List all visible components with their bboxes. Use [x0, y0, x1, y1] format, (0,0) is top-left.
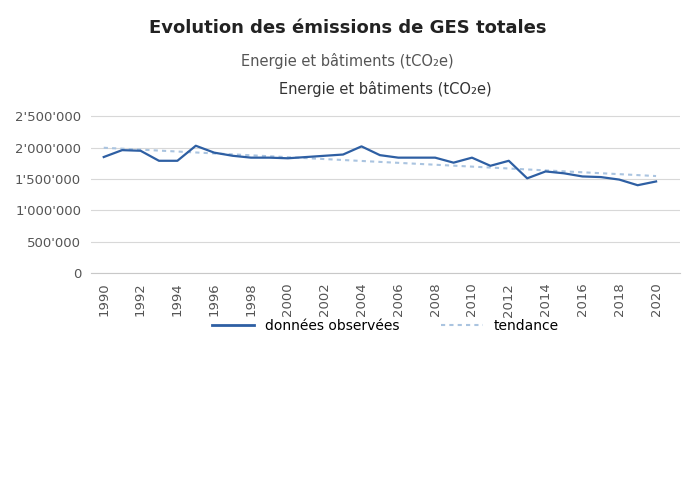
données observées	[413, 155, 421, 160]
données observées	[339, 152, 348, 158]
tendance	[560, 169, 569, 174]
données observées	[229, 153, 237, 159]
données observées	[247, 155, 255, 160]
données observées	[633, 182, 641, 188]
tendance	[302, 155, 311, 161]
tendance	[192, 149, 200, 155]
tendance	[229, 151, 237, 157]
tendance	[431, 162, 439, 168]
Text: Energie et bâtiments (tCO₂e): Energie et bâtiments (tCO₂e)	[279, 81, 492, 97]
tendance	[578, 170, 587, 175]
données observées	[302, 154, 311, 160]
tendance	[339, 157, 348, 163]
données observées	[118, 147, 126, 153]
données observées	[192, 143, 200, 148]
données observées	[615, 177, 623, 182]
tendance	[173, 148, 181, 154]
tendance	[357, 158, 366, 164]
tendance	[450, 163, 458, 169]
tendance	[633, 172, 641, 178]
tendance	[155, 148, 163, 153]
données observées	[578, 173, 587, 179]
données observées	[468, 155, 476, 160]
tendance	[284, 154, 292, 160]
données observées	[99, 154, 108, 160]
données observées	[173, 158, 181, 164]
tendance	[468, 164, 476, 170]
données observées	[357, 144, 366, 149]
données observées	[265, 155, 274, 160]
tendance	[136, 147, 145, 152]
données observées	[210, 150, 218, 156]
tendance	[320, 156, 329, 162]
données observées	[597, 174, 605, 180]
tendance	[652, 173, 660, 179]
tendance	[247, 152, 255, 158]
tendance	[505, 166, 513, 171]
Text: Evolution des émissions de GES totales: Evolution des émissions de GES totales	[149, 19, 546, 37]
données observées	[450, 160, 458, 166]
Text: Energie et bâtiments (tCO₂e): Energie et bâtiments (tCO₂e)	[241, 53, 454, 68]
données observées	[320, 153, 329, 159]
tendance	[541, 168, 550, 173]
données observées	[652, 179, 660, 184]
données observées	[486, 163, 495, 169]
tendance	[597, 171, 605, 176]
tendance	[486, 165, 495, 171]
données observées	[431, 155, 439, 160]
tendance	[210, 150, 218, 156]
données observées	[523, 175, 532, 181]
données observées	[394, 155, 402, 160]
tendance	[394, 160, 402, 166]
tendance	[376, 159, 384, 165]
données observées	[376, 152, 384, 158]
tendance	[265, 153, 274, 159]
données observées	[155, 158, 163, 164]
tendance	[118, 146, 126, 151]
données observées	[541, 169, 550, 174]
tendance	[413, 161, 421, 167]
données observées	[136, 148, 145, 154]
Line: tendance: tendance	[104, 148, 656, 176]
Line: données observées: données observées	[104, 146, 656, 185]
tendance	[99, 145, 108, 150]
données observées	[505, 158, 513, 164]
données observées	[560, 171, 569, 176]
Legend: données observées, tendance: données observées, tendance	[206, 313, 564, 338]
tendance	[615, 171, 623, 177]
données observées	[284, 155, 292, 161]
tendance	[523, 167, 532, 172]
